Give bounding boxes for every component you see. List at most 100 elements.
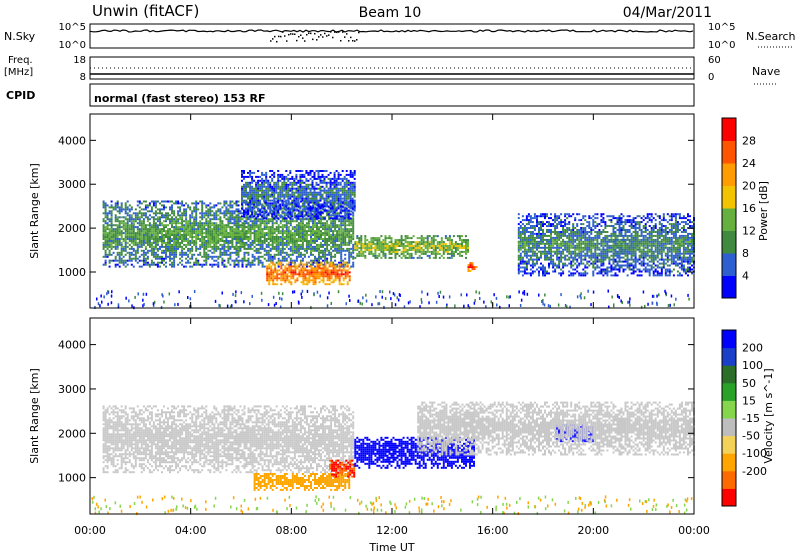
power-cell bbox=[315, 170, 318, 172]
power-cell bbox=[171, 224, 173, 227]
power-cell bbox=[402, 254, 405, 257]
power-cell bbox=[519, 231, 522, 233]
power-cell bbox=[197, 234, 200, 236]
power-cell bbox=[333, 171, 336, 174]
power-cell bbox=[326, 275, 329, 278]
power-cell bbox=[295, 203, 298, 206]
power-cell bbox=[349, 195, 352, 198]
power-cell bbox=[382, 241, 385, 244]
power-cell bbox=[312, 232, 314, 235]
power-cell bbox=[285, 214, 288, 217]
power-cell bbox=[312, 259, 314, 262]
power-cell bbox=[308, 273, 311, 276]
power-cell bbox=[265, 203, 268, 206]
power-cell bbox=[408, 252, 411, 255]
power-cell bbox=[255, 222, 258, 225]
power-cell bbox=[293, 181, 296, 184]
power-cell bbox=[461, 241, 463, 244]
power-cell bbox=[251, 203, 254, 206]
power-cell bbox=[247, 247, 250, 250]
power-cell bbox=[152, 255, 155, 258]
power-cell bbox=[277, 209, 280, 212]
n-search-point bbox=[318, 36, 320, 38]
power-cell bbox=[334, 241, 337, 244]
power-cell bbox=[337, 207, 340, 210]
power-cell bbox=[257, 255, 260, 258]
power-cell bbox=[527, 223, 530, 226]
power-cell bbox=[523, 219, 526, 222]
power-cell bbox=[247, 224, 250, 227]
power-cell bbox=[281, 199, 284, 202]
power-cell bbox=[241, 241, 244, 244]
power-cell bbox=[118, 230, 121, 233]
power-cell bbox=[169, 259, 171, 262]
power-cell bbox=[305, 247, 308, 250]
power-cell bbox=[326, 226, 329, 229]
power-cell bbox=[134, 234, 137, 236]
power-cell bbox=[110, 222, 113, 225]
power-cell bbox=[432, 247, 435, 249]
power-cell bbox=[438, 245, 441, 247]
nave-tick-top: 60 bbox=[708, 55, 721, 66]
power-cell bbox=[259, 241, 262, 244]
power-cell bbox=[217, 226, 220, 229]
power-cell bbox=[273, 175, 276, 178]
power-cell bbox=[154, 226, 157, 229]
power-cell bbox=[241, 261, 244, 264]
power-cell bbox=[299, 255, 302, 258]
power-cell bbox=[183, 226, 186, 229]
power-cell bbox=[332, 210, 335, 213]
n-search-point bbox=[358, 31, 360, 34]
power-cell bbox=[187, 238, 190, 240]
power-cell bbox=[257, 175, 260, 178]
power-cell bbox=[418, 241, 421, 244]
power-cell bbox=[253, 212, 256, 215]
power-cell bbox=[114, 232, 117, 235]
power-cell bbox=[124, 234, 127, 236]
power-cell bbox=[538, 236, 540, 239]
power-cell bbox=[287, 228, 290, 231]
power-cell bbox=[281, 245, 284, 248]
power-cell bbox=[364, 247, 367, 249]
power-cell bbox=[298, 271, 301, 274]
power-cell bbox=[303, 185, 306, 188]
power-cell bbox=[102, 226, 105, 229]
power-cell bbox=[444, 249, 447, 251]
power-cell bbox=[207, 226, 210, 229]
power-cell bbox=[191, 240, 194, 242]
power-cell bbox=[241, 224, 244, 227]
power-cell bbox=[344, 228, 347, 231]
power-cell bbox=[339, 183, 342, 186]
power-cell bbox=[175, 228, 178, 231]
power-cell bbox=[349, 199, 352, 202]
power-cell bbox=[384, 243, 387, 245]
power-cell bbox=[229, 230, 232, 233]
power-cell bbox=[426, 245, 429, 247]
power-cell bbox=[132, 257, 135, 260]
power-cell bbox=[269, 234, 272, 236]
power-cell bbox=[169, 257, 171, 260]
power-cell bbox=[146, 228, 149, 231]
power-cell bbox=[299, 177, 302, 180]
power-cell bbox=[148, 238, 151, 240]
power-cell bbox=[269, 228, 272, 231]
power-cell bbox=[317, 211, 320, 214]
power-cell bbox=[136, 214, 139, 217]
power-cell bbox=[285, 222, 288, 225]
power-cell bbox=[177, 210, 180, 213]
power-cell bbox=[255, 257, 258, 260]
power-cell bbox=[253, 257, 256, 260]
power-cell bbox=[346, 271, 349, 274]
power-cell bbox=[305, 177, 308, 180]
noise-right-tick-bottom: 10^0 bbox=[708, 40, 735, 51]
power-cell bbox=[287, 226, 290, 229]
power-cell bbox=[193, 228, 196, 231]
power-cell bbox=[269, 255, 272, 258]
power-cell bbox=[349, 197, 352, 200]
power-cell bbox=[440, 245, 443, 247]
power-cell bbox=[350, 220, 353, 223]
power-cell bbox=[241, 206, 244, 209]
power-cell bbox=[325, 197, 328, 200]
power-cell bbox=[517, 232, 520, 235]
power-cell bbox=[263, 232, 266, 235]
